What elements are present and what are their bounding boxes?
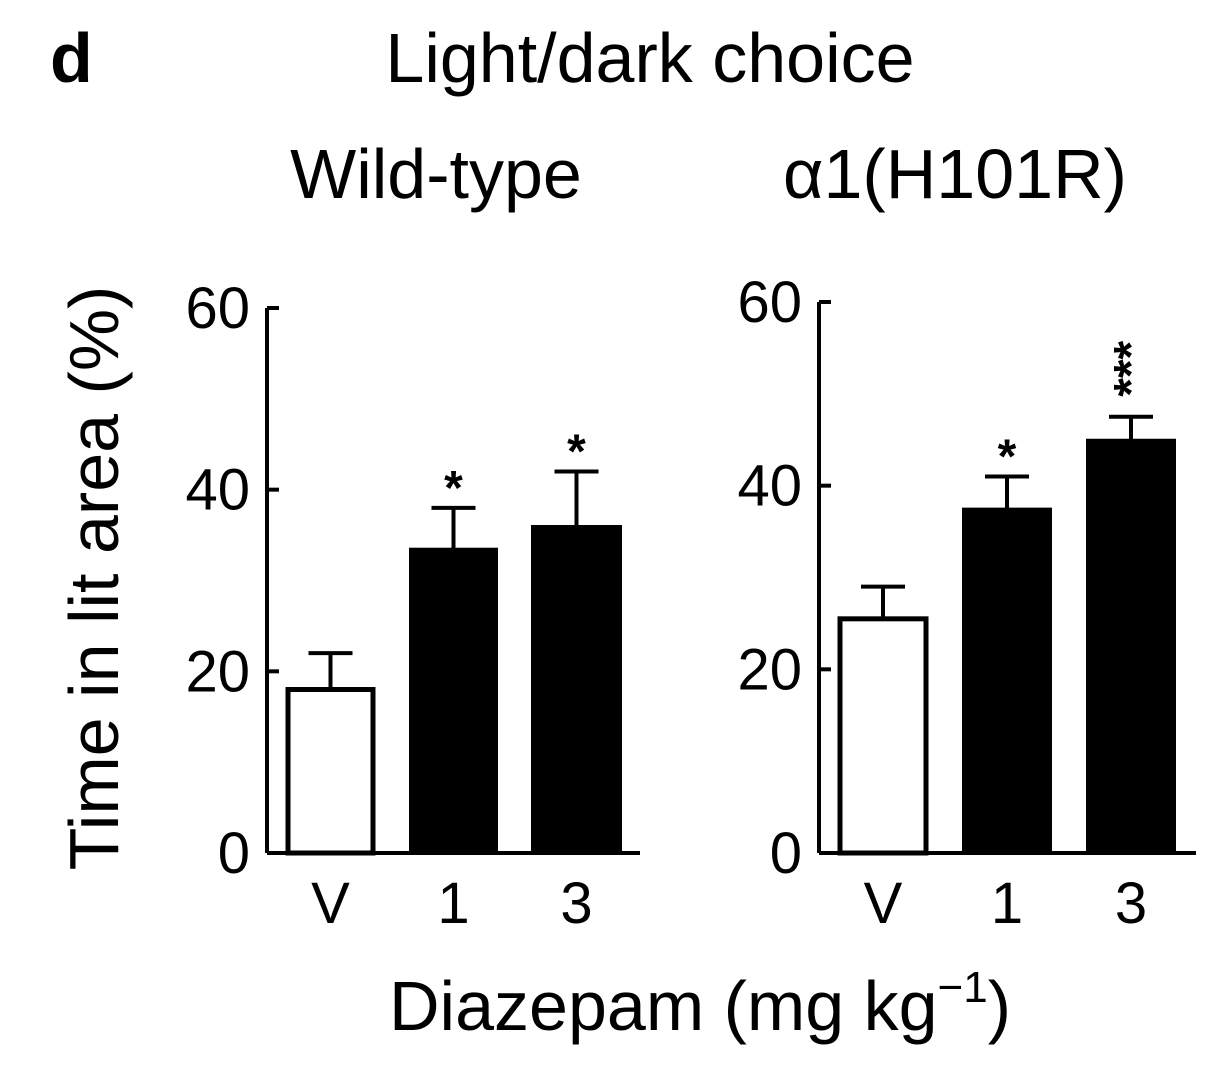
bar bbox=[285, 687, 376, 856]
significance-label: * bbox=[444, 462, 463, 515]
x-tick-label: V bbox=[311, 871, 350, 936]
x-tick-label: 3 bbox=[1115, 871, 1147, 936]
bar bbox=[1086, 438, 1176, 854]
x-axis-title: Diazepam (mg kg−1) bbox=[389, 963, 1011, 1045]
y-tick-label: 0 bbox=[218, 821, 250, 886]
significance-label: * bbox=[998, 430, 1017, 483]
x-axis-title-close: ) bbox=[988, 967, 1011, 1045]
bar bbox=[409, 547, 498, 854]
y-tick-label: 40 bbox=[185, 458, 250, 523]
significance-label: *** bbox=[1105, 340, 1158, 396]
x-axis-title-main: Diazepam (mg kg bbox=[389, 967, 938, 1045]
x-tick-label: 1 bbox=[991, 871, 1023, 936]
y-tick-label: 40 bbox=[737, 454, 802, 519]
figure-title: Light/dark choice bbox=[385, 19, 914, 97]
y-tick-label: 0 bbox=[770, 821, 802, 886]
x-axis-title-superscript: −1 bbox=[938, 963, 988, 1012]
chart-wild-type: 0 20 40 60 V * 1 * 3 bbox=[185, 276, 640, 936]
panel-label: d bbox=[50, 19, 93, 97]
bar bbox=[962, 507, 1052, 854]
chart-h101r: 0 20 40 60 V * 1 *** 3 bbox=[737, 270, 1196, 936]
y-axis-title: Time in lit area (%) bbox=[55, 286, 133, 871]
bar bbox=[531, 525, 622, 854]
y-tick-label: 60 bbox=[185, 276, 250, 341]
bar bbox=[837, 616, 929, 856]
chart-title-2: α1(H101R) bbox=[783, 135, 1127, 213]
significance-label: * bbox=[567, 426, 586, 479]
y-tick-label: 20 bbox=[185, 639, 250, 704]
x-tick-label: 3 bbox=[560, 871, 592, 936]
y-tick-label: 20 bbox=[737, 637, 802, 702]
chart-title-1: Wild-type bbox=[290, 135, 582, 213]
x-tick-label: 1 bbox=[437, 871, 469, 936]
y-tick-label: 60 bbox=[737, 270, 802, 335]
x-tick-label: V bbox=[864, 871, 903, 936]
